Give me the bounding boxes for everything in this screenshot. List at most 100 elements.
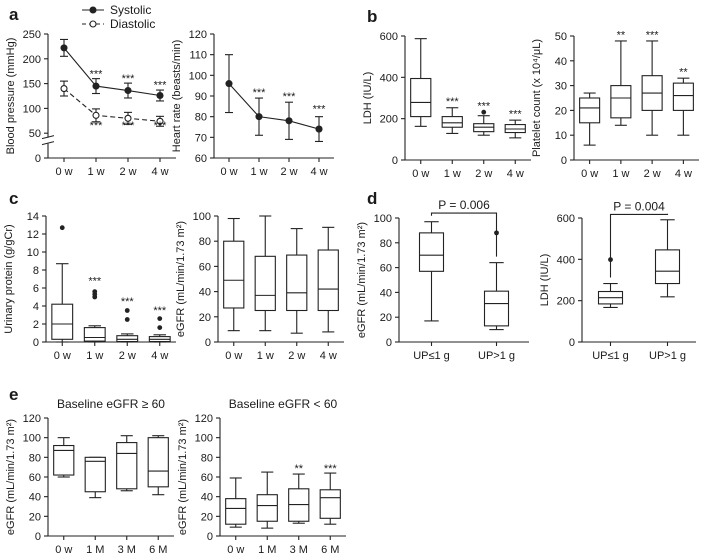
y-tick-label: 70 xyxy=(195,132,207,144)
panel-a2: 60 70 80 90 100 110 120 0 w 1 w 2 w 4 w Heart rate … xyxy=(171,29,334,178)
x-tick-label: 2 w xyxy=(475,168,492,180)
panel-c1: c 0 2 4 6 8 10 12 14 0 w 1 w 2 w 4 w Urinary protein … xyxy=(3,189,176,362)
y-axis-title: eGFR (mL/min/1.73 m²) xyxy=(5,419,17,535)
y-axis-title: LDH (IU/L) xyxy=(362,72,374,125)
significance-label: *** xyxy=(153,305,167,317)
box xyxy=(225,498,247,525)
box xyxy=(256,494,278,522)
outlier-point xyxy=(481,109,487,115)
significance-label: *** xyxy=(446,96,460,108)
y-tick-label: 120 xyxy=(189,29,207,41)
box xyxy=(254,255,276,312)
panel-a1: a 0 50 100 150 200 250 0 w 1 w 2 w 4 w Blood pressu… xyxy=(5,3,176,178)
box xyxy=(83,327,106,342)
data-point xyxy=(156,117,164,125)
y-tick-label: 120 xyxy=(23,413,41,425)
p-value-label: P = 0.006 xyxy=(438,198,490,212)
box xyxy=(116,335,139,343)
data-point xyxy=(285,117,293,125)
y-tick-label: 20 xyxy=(29,511,41,523)
box xyxy=(610,85,632,119)
x-tick-label: UP≤1 g xyxy=(413,350,450,362)
x-tick-label: 3 M xyxy=(118,544,136,556)
outlier-point xyxy=(124,308,130,313)
y-axis-title: eGFR (mL/min/1.73 m²) xyxy=(177,419,189,535)
data-point xyxy=(225,80,233,88)
y-tick-label: 0 xyxy=(569,337,575,349)
y-tick-label: 14 xyxy=(27,211,39,223)
y-tick-label: 80 xyxy=(380,238,392,250)
x-tick-label: 2 w xyxy=(644,168,661,180)
box xyxy=(654,249,681,285)
x-tick-label: 6 M xyxy=(321,544,339,556)
y-tick-label: 0 xyxy=(386,337,392,349)
y-tick-label: 10 xyxy=(555,130,567,142)
x-tick-label: 4 w xyxy=(151,350,168,362)
significance-label: ** xyxy=(617,29,626,41)
y-tick-label: 80 xyxy=(29,452,41,464)
y-axis-title: eGFR (mL/min/1.73 m²) xyxy=(356,222,368,338)
x-tick-label: 0 w xyxy=(412,168,429,180)
box xyxy=(223,240,245,309)
y-tick-label: 0 xyxy=(561,155,567,167)
y-tick-label: 0 xyxy=(35,531,41,543)
y-tick-label: 40 xyxy=(29,492,41,504)
outlier-point xyxy=(157,325,163,330)
significance-label: *** xyxy=(646,29,660,41)
significance-label: *** xyxy=(154,120,168,132)
y-tick-label: 0 xyxy=(35,153,41,165)
y-tick-label: 6 xyxy=(33,283,39,295)
p-value-label: P = 0.004 xyxy=(613,199,665,213)
y-tick-label: 40 xyxy=(555,56,567,68)
significance-label: *** xyxy=(122,73,136,85)
y-axis-title: LDH (IU/L) xyxy=(539,254,551,307)
panel-e1: e Baseline eGFR ≥ 60 0 20 40 60 80 100 120 0 w 1 M… xyxy=(5,385,174,556)
box xyxy=(410,77,432,118)
panel-label: a xyxy=(9,5,19,24)
x-tick-label: 4 w xyxy=(151,166,168,178)
x-tick-label: 1 w xyxy=(86,350,103,362)
x-tick-label: 0 w xyxy=(55,166,72,178)
y-tick-label: 100 xyxy=(23,433,41,445)
significance-bracket xyxy=(430,212,498,257)
panel-d2: 0 200 400 600 UP≤1 g UP>1 g LDH (IU/L) P = 0.00… xyxy=(539,199,696,362)
axis-break-gap xyxy=(42,137,54,144)
y-tick-label: 200 xyxy=(23,54,41,66)
panel-d1: d 0 20 40 60 80 100 UP≤1 g UP>1 g eGFR (mL/min/1.… xyxy=(356,189,529,362)
panel-e2: Baseline eGFR < 60 0 20 40 60 80 100 120 0 w 1 M 3… xyxy=(177,397,346,556)
y-tick-label: 40 xyxy=(380,287,392,299)
significance-bracket xyxy=(609,213,669,278)
box xyxy=(319,489,341,519)
axis-break-mark xyxy=(41,141,55,146)
panel-label: c xyxy=(9,189,18,208)
significance-label: *** xyxy=(88,275,102,287)
y-tick-label: 4 xyxy=(33,301,39,313)
panel-b2: 0 10 20 30 40 50 0 w 1 w 2 w 4 w Platelet count (x… xyxy=(531,29,699,180)
box xyxy=(53,444,75,476)
y-tick-label: 50 xyxy=(29,128,41,140)
data-point xyxy=(124,114,132,122)
significance-label: *** xyxy=(477,101,491,113)
significance-label: *** xyxy=(90,69,104,81)
outlier-point xyxy=(124,317,130,322)
significance-label: *** xyxy=(154,80,168,92)
y-tick-label: 100 xyxy=(195,433,213,445)
x-tick-label: 4 w xyxy=(675,168,692,180)
box xyxy=(672,82,694,111)
y-tick-label: 20 xyxy=(555,105,567,117)
series-line-2 xyxy=(63,88,161,122)
x-tick-label: 1 w xyxy=(250,166,267,178)
data-point xyxy=(315,125,323,133)
box xyxy=(418,232,445,272)
y-tick-label: 110 xyxy=(189,50,207,62)
significance-label: *** xyxy=(90,120,104,132)
legend-label: Systolic xyxy=(110,3,151,17)
axis-break-mark xyxy=(41,135,55,140)
y-tick-label: 100 xyxy=(189,70,207,82)
y-tick-label: 600 xyxy=(380,31,398,43)
y-tick-label: 30 xyxy=(555,81,567,93)
data-point xyxy=(124,86,132,95)
x-tick-label: 1 M xyxy=(86,544,104,556)
box xyxy=(441,116,463,128)
